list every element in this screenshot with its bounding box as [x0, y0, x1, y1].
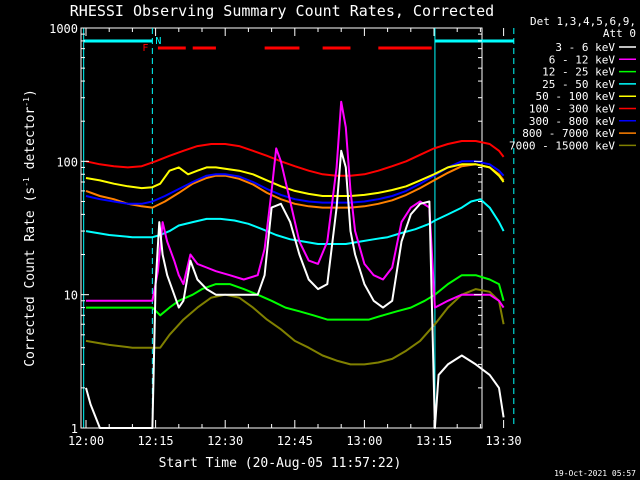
- y-tick-label: 100: [56, 155, 78, 169]
- y-axis-label-sup1: -1: [22, 177, 31, 187]
- legend-label: 50 - 100 keV: [536, 90, 616, 103]
- y-axis-label-main: Corrected Count Rate (s: [23, 187, 38, 367]
- series-line-8: [85, 288, 505, 366]
- x-tick-label: 12:00: [68, 434, 104, 448]
- x-tick-label: 13:30: [486, 434, 522, 448]
- y-tick-label: 1000: [49, 22, 78, 36]
- legend-label: 300 - 800 keV: [529, 115, 615, 128]
- series-line-7: [85, 163, 505, 209]
- legend-label: 7000 - 15000 keV: [509, 139, 615, 152]
- y-axis-label-mid: detector: [23, 107, 38, 178]
- x-axis: 12:00 12:15 12:30 12:45 13:00 13:15 13:30: [68, 28, 522, 448]
- series-line-1: [86, 100, 505, 309]
- x-tick-label: 12:15: [138, 434, 174, 448]
- legend-label: 25 - 50 keV: [542, 78, 615, 91]
- flare-flag-label: F: [142, 43, 148, 54]
- series-line-2: [86, 274, 505, 321]
- x-tick-label: 12:45: [277, 434, 313, 448]
- x-tick-label: 13:00: [346, 434, 382, 448]
- series-line-3: [85, 198, 505, 245]
- series-line-4: [85, 163, 505, 197]
- legend-label: 6 - 12 keV: [549, 53, 616, 66]
- x-tick-label: 13:15: [416, 434, 452, 448]
- legend-label: 100 - 300 keV: [529, 103, 615, 116]
- y-axis: 1 10 100 1000: [49, 22, 482, 436]
- series-line-6: [85, 160, 505, 205]
- y-axis-label: Corrected Count Rate (s-1 detector-1): [22, 89, 38, 367]
- y-axis-label-sup2: -1: [22, 97, 31, 107]
- x-axis-label: Start Time (20-Aug-05 11:57:22): [159, 456, 402, 471]
- series-layer: [85, 100, 505, 429]
- legend-header-line2: Att 0: [603, 27, 636, 40]
- y-tick-label: 1: [71, 422, 78, 436]
- legend-label: 800 - 7000 keV: [522, 127, 615, 140]
- legend-label: 3 - 6 keV: [555, 41, 615, 54]
- legend-header-line1: Det 1,3,4,5,6,9,: [530, 15, 636, 28]
- series-line-0: [85, 149, 505, 429]
- plot-frame: [80, 27, 483, 429]
- y-tick-label: 10: [64, 289, 78, 303]
- series-line-5: [85, 140, 505, 177]
- night-flag-label: N: [155, 36, 161, 47]
- footer-timestamp: 19-Oct-2021 05:57: [554, 469, 636, 478]
- flags-layer: NF: [83, 28, 515, 428]
- chart-title: RHESSI Observing Summary Count Rates, Co…: [70, 2, 494, 20]
- legend-label: 12 - 25 keV: [542, 66, 615, 79]
- y-axis-label-end: ): [23, 89, 38, 97]
- x-tick-label: 12:30: [207, 434, 243, 448]
